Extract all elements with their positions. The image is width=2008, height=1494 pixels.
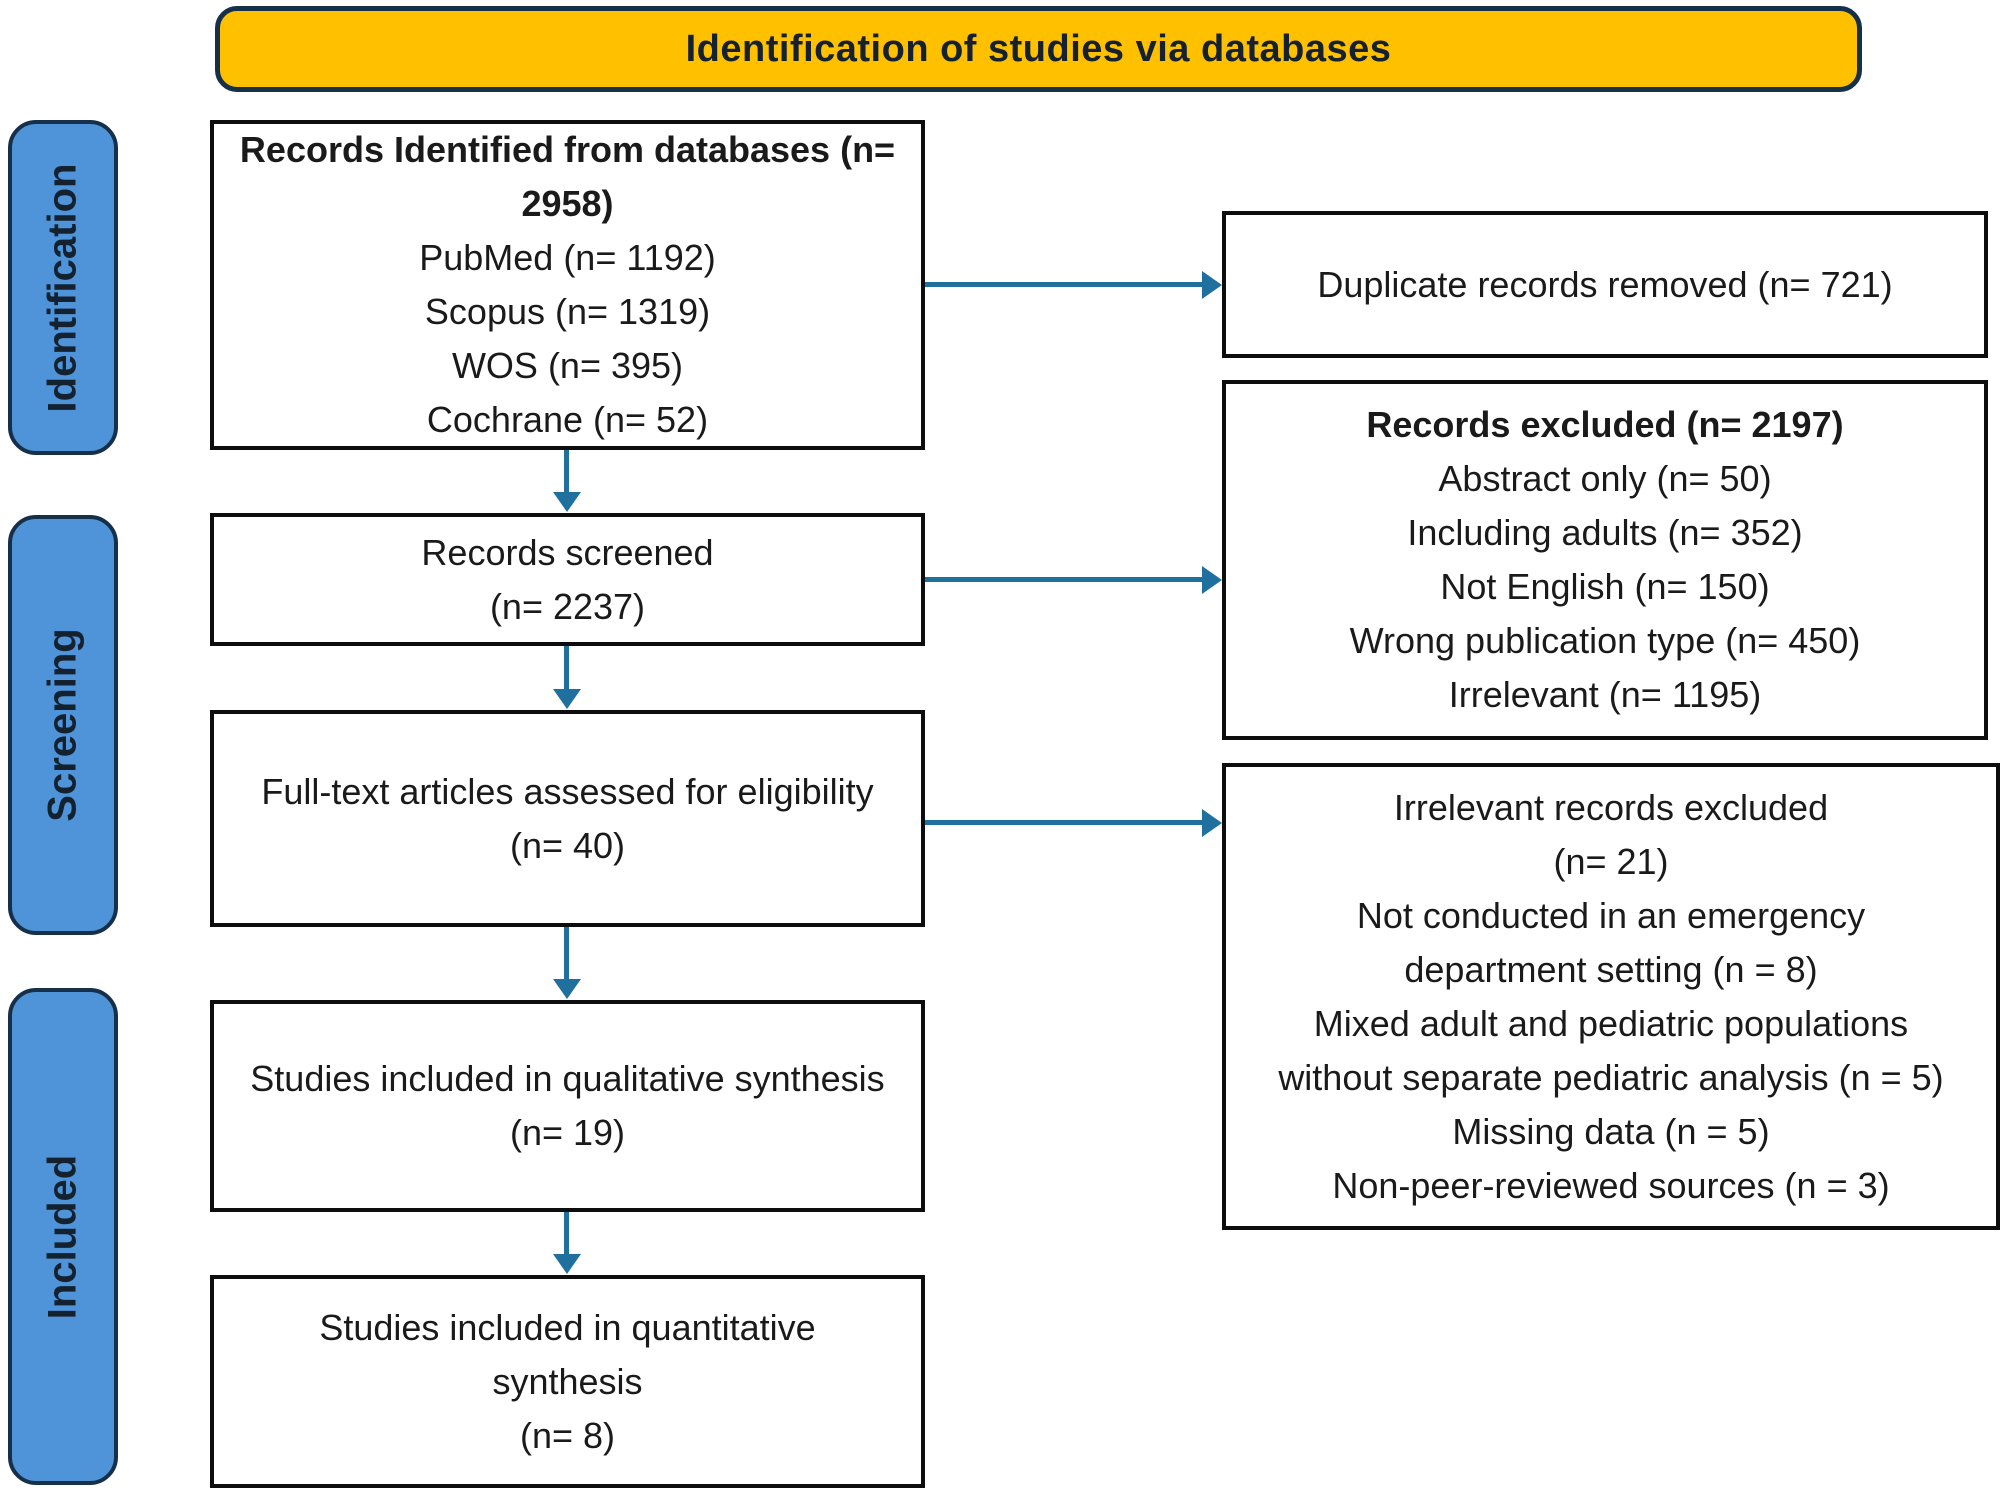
box-records-excluded: Records excluded (n= 2197) Abstract only…	[1222, 380, 1988, 740]
box-records-identified-title: Records Identified from databases (n= 29…	[239, 129, 896, 224]
box-irrelevant-excluded: Irrelevant records excluded (n= 21) Not …	[1222, 763, 2000, 1230]
box-duplicates-removed-lines: Duplicate records removed (n= 721)	[1317, 263, 1893, 305]
box-irrelevant-excluded-lines: Irrelevant records excluded (n= 21) Not …	[1278, 786, 1944, 1206]
stage-identification: Identification	[8, 120, 118, 455]
arrow-screened-to-fulltext	[564, 646, 569, 690]
box-records-identified-lines: PubMed (n= 1192) Scopus (n= 1319) WOS (n…	[419, 237, 716, 440]
box-fulltext-assessed: Full-text articles assessed for eligibil…	[210, 710, 925, 927]
banner: Identification of studies via databases	[215, 6, 1862, 92]
box-duplicates-removed: Duplicate records removed (n= 721)	[1222, 211, 1988, 358]
box-quantitative-synthesis-lines: Studies included in quantitative synthes…	[319, 1306, 816, 1456]
box-records-screened-lines: Records screened (n= 2237)	[421, 531, 714, 627]
banner-title: Identification of studies via databases	[685, 27, 1392, 70]
arrow-fulltext-to-qualitative	[564, 927, 569, 980]
stage-identification-label: Identification	[40, 163, 85, 412]
stage-included-label: Included	[40, 1154, 85, 1319]
arrow-screened-to-excluded	[925, 577, 1203, 582]
box-fulltext-assessed-lines: Full-text articles assessed for eligibil…	[261, 770, 874, 866]
box-records-excluded-title: Records excluded (n= 2197)	[1366, 404, 1844, 445]
stage-screening: Screening	[8, 515, 118, 935]
arrow-identified-to-screened	[564, 450, 569, 493]
arrow-identified-to-duplicates	[925, 282, 1203, 287]
box-qualitative-synthesis-lines: Studies included in qualitative synthesi…	[250, 1058, 885, 1153]
arrow-fulltext-to-irrelevant	[925, 820, 1203, 825]
stage-included: Included	[8, 988, 118, 1485]
box-records-excluded-lines: Abstract only (n= 50) Including adults (…	[1349, 458, 1861, 715]
stage-screening-label: Screening	[40, 628, 85, 822]
box-qualitative-synthesis: Studies included in qualitative synthesi…	[210, 1000, 925, 1212]
box-quantitative-synthesis: Studies included in quantitative synthes…	[210, 1275, 925, 1488]
box-records-screened: Records screened (n= 2237)	[210, 513, 925, 646]
arrow-qualitative-to-quantitative	[564, 1212, 569, 1255]
box-records-identified: Records Identified from databases (n= 29…	[210, 120, 925, 450]
